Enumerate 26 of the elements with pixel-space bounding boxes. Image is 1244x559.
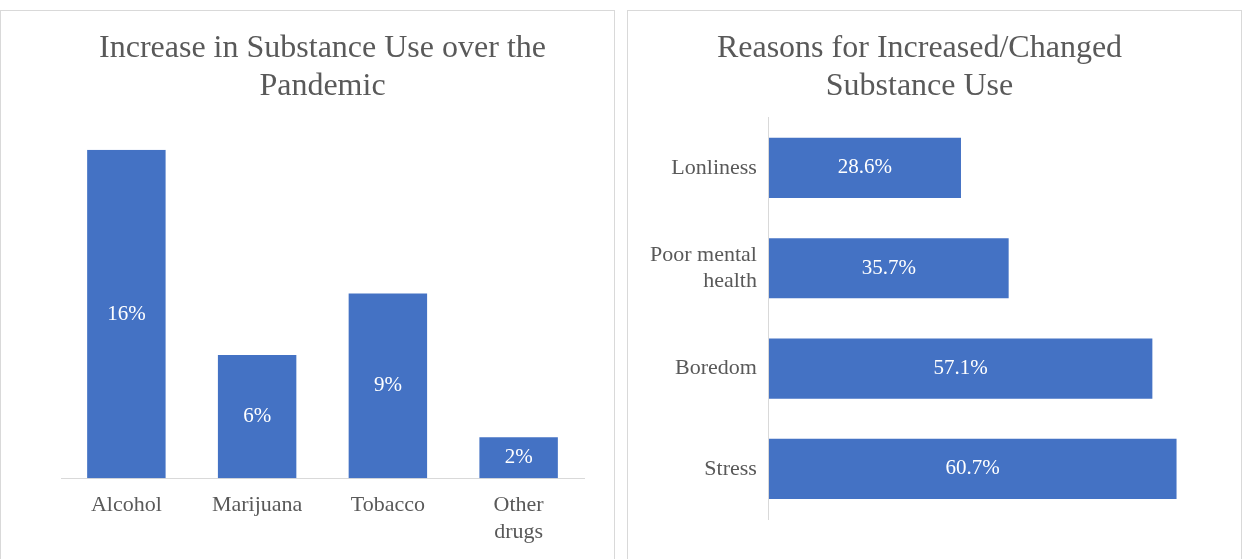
bar [768,438,1177,499]
chart-title: Increase in Substance Use over the Pandemic [99,27,546,103]
data-label: 60.7% [945,455,1000,480]
data-label: 28.6% [837,154,893,179]
x-tick-label: Alcohol [90,491,162,517]
y-tick-label: Poor mental health [649,240,757,293]
x-tick-label: Tobacco [350,491,425,517]
y-tick-label: Lonliness [671,153,757,179]
data-label: 57.1% [933,355,988,380]
bar [768,137,961,199]
chart-title: Reasons for Increased/Changed Substance Use [716,27,1123,103]
y-tick-label: Boredom [675,354,757,380]
data-label: 9% [373,372,402,397]
data-label: 16% [107,300,146,325]
bar [217,355,297,479]
data-label: 2% [504,444,533,469]
bar [348,293,428,479]
bar [87,149,166,479]
y-tick-label: Stress [704,454,757,480]
bar [768,238,1009,299]
data-label: 6% [243,403,272,428]
bar [479,437,558,479]
data-label: 35.7% [861,254,916,279]
x-tick-label: Other drugs [493,491,545,543]
x-tick-label: Marijuana [211,491,303,517]
bar [768,338,1153,399]
